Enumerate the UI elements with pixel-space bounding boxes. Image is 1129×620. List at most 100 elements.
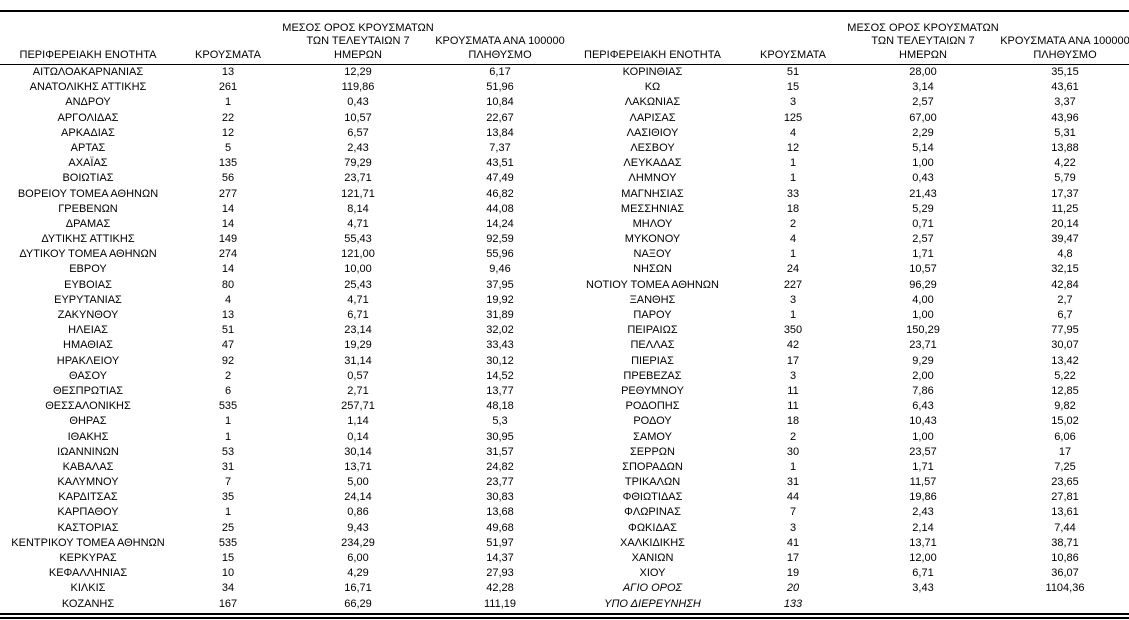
per100k-cell: 3,37 [1054, 96, 1076, 109]
avg7-cell: 1,00 [912, 309, 934, 321]
per100k-cell: 111,19 [483, 597, 516, 610]
cases-cell: 18 [786, 202, 800, 215]
cases-cell: 3 [789, 369, 797, 382]
cases-cell: 149 [218, 233, 238, 246]
cases-cell: 1 [224, 506, 232, 519]
region-cell: ΙΘΑΚΗΣ [67, 430, 109, 443]
cases-cell: 51 [786, 66, 800, 78]
header-per100k-right: ΚΡΟΥΣΜΑΤΑ ΑΝΑ 100000 ΠΛΗΘΥΣΜΟ [1000, 12, 1129, 64]
table-row: ΘΕΣΠΡΩΤΙΑΣ 6 2,71 13,77 ΡΕΘΥΜΝΟΥ 11 7,86 12,85 [0, 384, 1129, 399]
table-row: ΚΟΖΑΝΗΣ 167 66,29 111,19 ΥΠΟ ΔΙΕΡΕΥΝΗΣΗ 133 [0, 597, 1129, 612]
per100k-cell: 33,43 [486, 339, 514, 352]
region-cell: ΝΟΤΙΟΥ ΤΟΜΕΑ ΑΘΗΝΩΝ [586, 278, 719, 291]
header-avg7-left: ΜΕΣΟΣ ΟΡΟΣ ΚΡΟΥΣΜΑΤΩΝ ΤΩΝ ΤΕΛΕΥΤΑΙΩΝ 7 Η… [280, 12, 436, 64]
region-cell: ΚΑΡΔΙΤΣΑΣ [58, 491, 118, 504]
cases-cell: 350 [783, 324, 803, 337]
avg7-cell: 23,14 [344, 324, 372, 337]
cases-cell: 1 [789, 460, 797, 473]
per100k-cell: 77,95 [1051, 324, 1079, 337]
cases-cell: 47 [221, 339, 235, 352]
cases-cell: 31 [221, 460, 235, 473]
region-cell: ΑΝΔΡΟΥ [65, 96, 111, 109]
per100k-cell: 1104,36 [1045, 582, 1085, 595]
avg7-cell: 4,71 [347, 293, 369, 306]
per100k-cell: 2,7 [1057, 293, 1073, 306]
per100k-cell: 32,02 [486, 324, 514, 337]
avg7-cell: 5,00 [347, 476, 369, 489]
cases-cell: 12 [221, 126, 235, 139]
table-header-row: ΠΕΡΙΦΕΡΕΙΑΚΗ ΕΝΟΤΗΤΑ ΚΡΟΥΣΜΑΤΑ ΜΕΣΟΣ ΟΡΟ… [0, 12, 1129, 65]
cases-cell: 17 [786, 552, 800, 564]
per100k-cell: 17 [1058, 445, 1072, 458]
cases-cell: 92 [221, 354, 235, 367]
per100k-cell: 48,18 [486, 400, 514, 413]
per100k-cell: 51,97 [486, 536, 514, 549]
avg7-cell: 6,57 [347, 126, 369, 139]
avg7-cell: 4,71 [347, 217, 369, 230]
region-cell: ΑΧΑΪΑΣ [68, 157, 108, 170]
cases-cell: 535 [218, 400, 238, 413]
cases-cell: 2 [789, 430, 797, 443]
region-cell: ΗΛΕΙΑΣ [68, 324, 108, 337]
cases-cell: 3 [789, 293, 797, 306]
per100k-cell: 32,15 [1051, 263, 1079, 276]
avg7-cell: 6,43 [912, 400, 934, 413]
table-row: ΑΙΤΩΛΟΑΚΑΡΝΑΝΙΑΣ 13 12,29 6,17 ΚΟΡΙΝΘΙΑΣ 51 28… [0, 65, 1129, 80]
per100k-cell [1001, 597, 1129, 612]
cases-cell: 3 [789, 96, 797, 109]
region-cell: ΦΘΙΩΤΙΔΑΣ [622, 491, 683, 504]
table-row: ΔΥΤΙΚΟΥ ΤΟΜΕΑ ΑΘΗΝΩΝ 274 121,00 55,96 ΝΑΞΟΥ 1… [0, 247, 1129, 262]
region-cell: ΧΑΝΙΩΝ [631, 552, 674, 564]
region-cell: ΛΑΡΙΣΑΣ [629, 111, 676, 124]
region-cell: ΘΗΡΑΣ [69, 415, 107, 428]
region-cell: ΒΟΡΕΙΟΥ ΤΟΜΕΑ ΑΘΗΝΩΝ [17, 187, 159, 200]
cases-cell: 25 [221, 521, 235, 534]
region-cell: ΚΟΖΑΝΗΣ [61, 597, 115, 610]
cases-cell: 167 [218, 597, 238, 610]
region-cell: ΑΡΤΑΣ [70, 141, 106, 154]
per100k-cell: 49,68 [486, 521, 514, 534]
avg7-cell: 1,71 [912, 460, 934, 473]
table-row: ΔΡΑΜΑΣ 14 4,71 14,24 ΜΗΛΟΥ 2 0,71 20,14 [0, 217, 1129, 232]
avg7-cell: 5,14 [912, 141, 934, 154]
table-row: ΗΜΑΘΙΑΣ 47 19,29 33,43 ΠΕΛΛΑΣ 42 23,71 30,07 [0, 338, 1129, 353]
cases-cell: 4 [224, 293, 232, 306]
region-cell: ΕΥΒΟΙΑΣ [64, 278, 112, 291]
per100k-cell: 31,57 [486, 445, 514, 458]
cases-cell: 1 [224, 415, 232, 428]
per100k-cell: 13,84 [486, 126, 514, 139]
table-top-rule [0, 10, 1129, 12]
avg7-cell: 23,71 [909, 339, 937, 352]
region-cell: ΚΑΒΑΛΑΣ [62, 460, 114, 473]
cases-cell: 30 [786, 445, 800, 458]
avg7-cell: 2,43 [347, 141, 369, 154]
region-cell: ΛΑΚΩΝΙΑΣ [624, 96, 681, 109]
per100k-cell: 36,07 [1051, 567, 1079, 580]
header-region-left: ΠΕΡΙΦΕΡΕΙΑΚΗ ΕΝΟΤΗΤΑ [0, 12, 176, 64]
table-row: ΚΕΦΑΛΛΗΝΙΑΣ 10 4,29 27,93 ΧΙΟΥ 19 6,71 36,07 [0, 566, 1129, 581]
table-row: ΚΑΡΠΑΘΟΥ 1 0,86 13,68 ΦΛΩΡΙΝΑΣ 7 2,43 13,61 [0, 505, 1129, 520]
per100k-cell: 11,25 [1051, 202, 1079, 215]
avg7-cell: 0,43 [347, 96, 369, 109]
table-row: ΕΥΒΟΙΑΣ 80 25,43 37,95 ΝΟΤΙΟΥ ΤΟΜΕΑ ΑΘΗΝΩΝ 22… [0, 278, 1129, 293]
avg7-cell: 21,43 [909, 187, 937, 200]
region-cell: ΗΡΑΚΛΕΙΟΥ [56, 354, 120, 367]
region-cell: ΛΑΣΙΘΙΟΥ [626, 126, 679, 139]
cases-cell: 2 [789, 217, 797, 230]
header-region-label: ΠΕΡΙΦΕΡΕΙΑΚΗ ΕΝΟΤΗΤΑ [19, 48, 157, 61]
region-cell: ΜΑΓΝΗΣΙΑΣ [621, 187, 684, 200]
per100k-cell: 13,88 [1051, 141, 1079, 154]
region-cell: ΘΕΣΠΡΩΤΙΑΣ [52, 384, 124, 397]
avg7-cell: 2,57 [912, 96, 934, 109]
table-row: ΚΑΒΑΛΑΣ 31 13,71 24,82 ΣΠΟΡΑΔΩΝ 1 1,71 7,25 [0, 460, 1129, 475]
region-cell: ΠΡΕΒΕΖΑΣ [623, 369, 682, 382]
avg7-cell: 16,71 [344, 582, 372, 595]
header-cases-right: ΚΡΟΥΣΜΑΤΑ [741, 12, 845, 64]
avg7-cell: 30,14 [344, 445, 372, 458]
table-row: ΑΝΔΡΟΥ 1 0,43 10,84 ΛΑΚΩΝΙΑΣ 3 2,57 3,37 [0, 95, 1129, 110]
cases-cell: 53 [221, 445, 235, 458]
per100k-cell: 17,37 [1051, 187, 1079, 200]
cases-cell: 31 [786, 476, 800, 489]
avg7-cell: 10,57 [344, 111, 372, 124]
table-row: ΚΕΡΚΥΡΑΣ 15 6,00 14,37 ΧΑΝΙΩΝ 17 12,00 10,86 [0, 551, 1129, 566]
